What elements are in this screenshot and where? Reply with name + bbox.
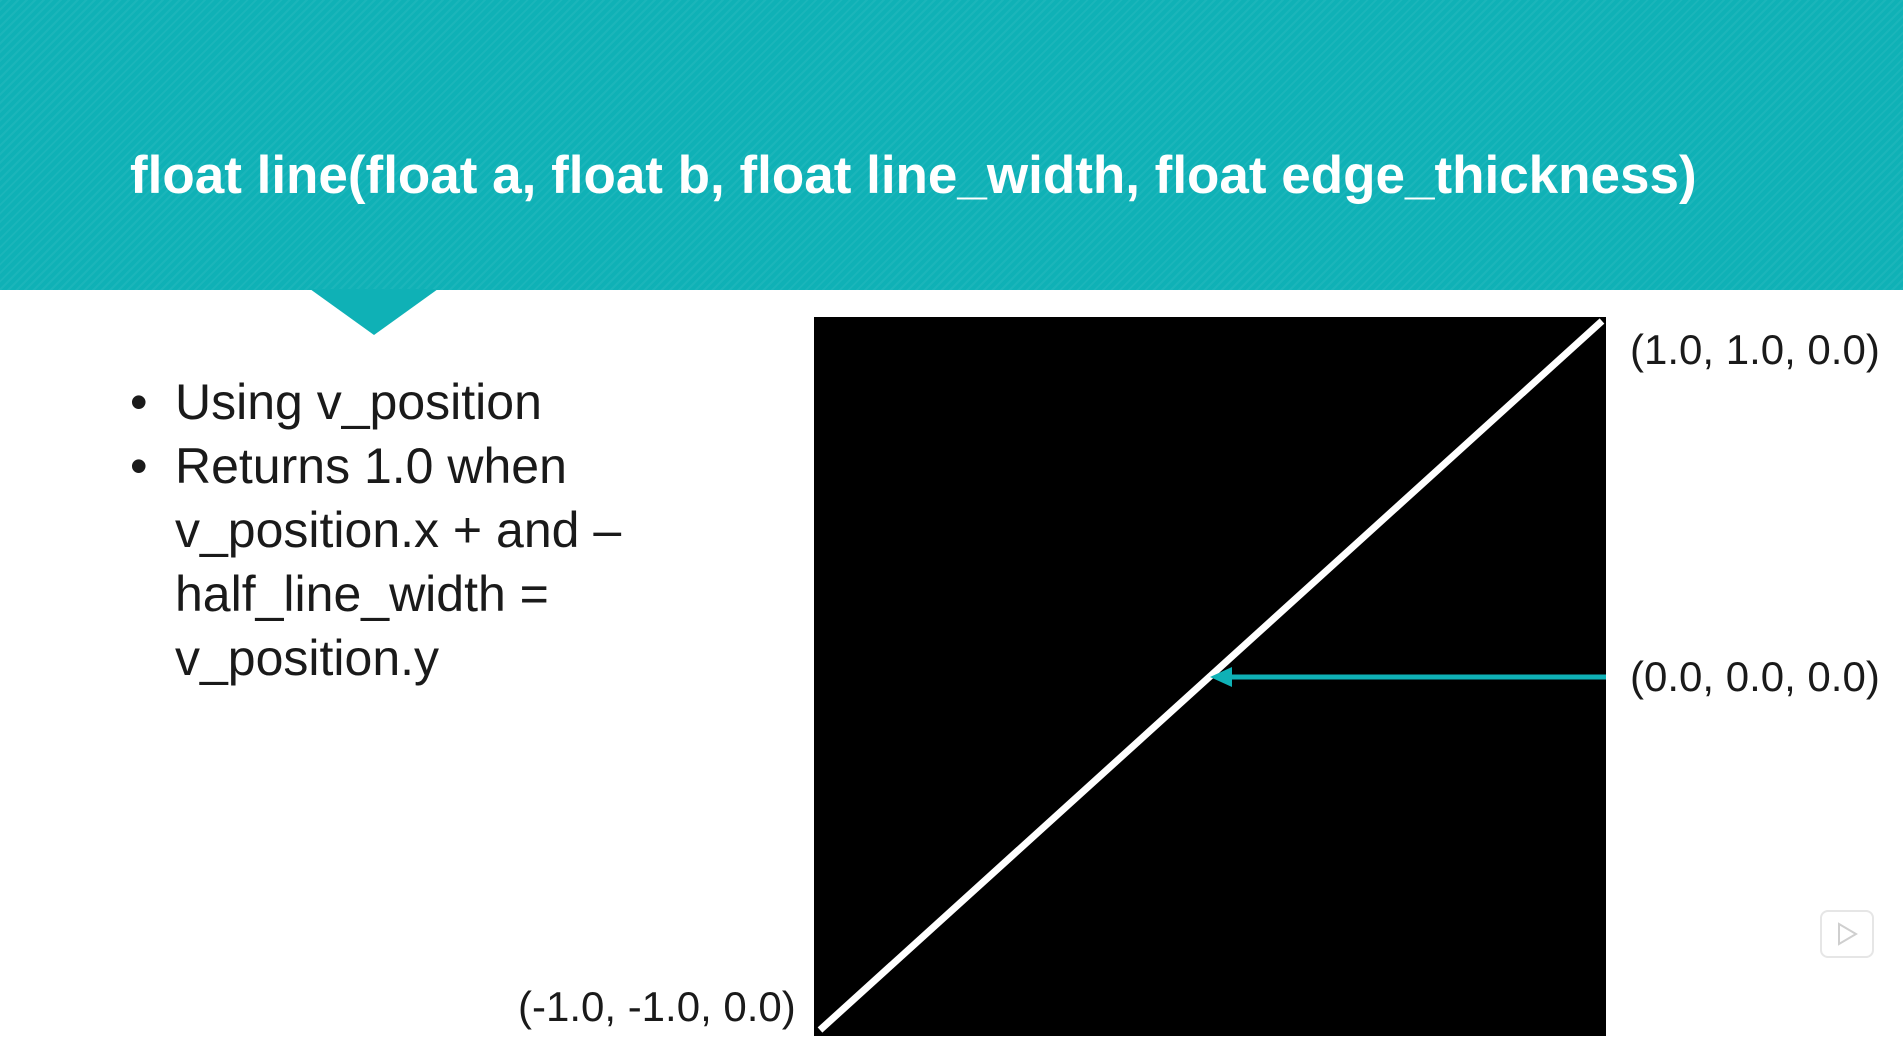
bullet-item: • Returns 1.0 when v_position.x + and – … [125, 434, 745, 690]
bullet-dot: • [130, 374, 148, 430]
bullet-item: • Using v_position [125, 370, 745, 434]
play-icon [1838, 922, 1858, 946]
bullet-text-line: v_position.x + and – [175, 502, 622, 558]
bullet-text-line: Returns 1.0 when [175, 438, 567, 494]
coordinate-diagram [814, 317, 1606, 1036]
bullet-text-line: Using v_position [175, 374, 542, 430]
bullet-list: • Using v_position • Returns 1.0 when v_… [125, 370, 745, 690]
title-banner [0, 0, 1903, 290]
banner-pointer [310, 289, 438, 335]
slide-title: float line(float a, float b, float line_… [130, 146, 1697, 205]
diagonal-line [817, 318, 1605, 1033]
coordinate-label-origin: (0.0, 0.0, 0.0) [1630, 653, 1880, 700]
coordinate-label-bottom-left: (-1.0, -1.0, 0.0) [518, 983, 796, 1030]
arrow-head [1210, 667, 1232, 687]
bullet-text-line: half_line_width = [175, 566, 549, 622]
bullet-dot: • [130, 438, 148, 494]
play-button[interactable] [1820, 910, 1874, 958]
coordinate-label-top-right: (1.0, 1.0, 0.0) [1630, 326, 1880, 373]
bullet-text-line: v_position.y [175, 630, 440, 686]
